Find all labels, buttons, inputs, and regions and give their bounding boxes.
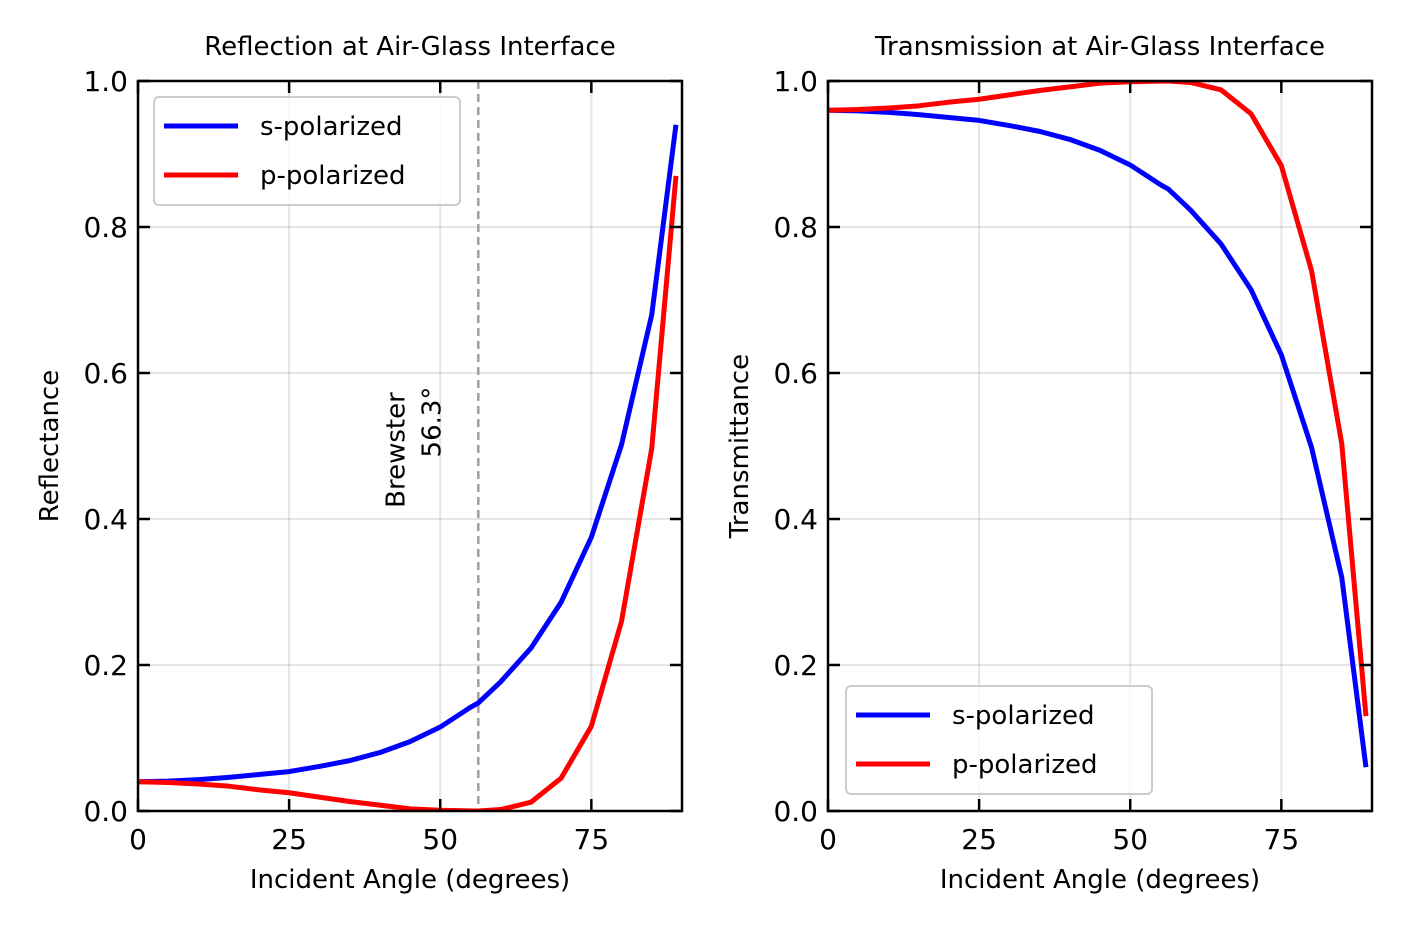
x-tick-label: 0 <box>129 823 147 856</box>
y-tick-label: 0.2 <box>83 649 128 682</box>
x-tick-label: 25 <box>961 823 997 856</box>
chart-title: Transmission at Air-Glass Interface <box>874 32 1325 62</box>
brewster-label: Brewster <box>381 392 411 508</box>
legend-label-p-polarized: p-polarized <box>952 750 1098 780</box>
x-tick-label: 75 <box>1264 823 1300 856</box>
x-tick-label: 25 <box>271 823 307 856</box>
plot-frame <box>826 79 1374 813</box>
y-tick-label: 0.4 <box>83 503 128 536</box>
panel-reflection: 0 25 50 75 0.0 0.2 0.4 0.6 0.8 1.0 Reflection at A… <box>35 32 684 895</box>
legend: s-polarized p-polarized <box>153 96 461 206</box>
panel-transmission: 0 25 50 75 0.0 0.2 0.4 0.6 0.8 1.0 Transmission at… <box>725 32 1374 895</box>
x-tick-label: 0 <box>819 823 837 856</box>
x-tick-label: 50 <box>422 823 458 856</box>
x-tick-label: 75 <box>574 823 610 856</box>
series-lines <box>138 124 679 811</box>
y-tick-label: 1.0 <box>83 65 128 98</box>
legend-label-s-polarized: s-polarized <box>260 112 403 142</box>
legend-label-p-polarized: p-polarized <box>260 161 406 191</box>
x-axis-label: Incident Angle (degrees) <box>250 865 570 895</box>
y-tick-label: 0.6 <box>83 357 128 390</box>
legend: s-polarized p-polarized <box>845 685 1153 795</box>
series-lines <box>828 81 1369 768</box>
plot-frame <box>136 79 684 813</box>
y-tick-label: 0.8 <box>773 211 818 244</box>
series-line-s-polarized <box>828 107 1369 768</box>
y-tick-label: 0.0 <box>83 795 128 828</box>
legend-label-s-polarized: s-polarized <box>952 701 1095 731</box>
series-line-p-polarized <box>138 175 679 811</box>
y-tick-label: 0.8 <box>83 211 128 244</box>
x-axis-label: Incident Angle (degrees) <box>940 865 1260 895</box>
chart-title: Reflection at Air-Glass Interface <box>204 32 615 62</box>
series-line-s-polarized <box>138 124 679 785</box>
y-tick-label: 0.6 <box>773 357 818 390</box>
brewster-angle-label: 56.3° <box>417 387 447 458</box>
x-tick-label: 50 <box>1112 823 1148 856</box>
y-axis-label: Transmittance <box>725 354 755 539</box>
y-tick-label: 0.4 <box>773 503 818 536</box>
y-tick-label: 0.0 <box>773 795 818 828</box>
series-line-p-polarized <box>828 81 1369 717</box>
y-axis-label: Reflectance <box>35 370 65 522</box>
y-tick-label: 0.2 <box>773 649 818 682</box>
y-tick-label: 1.0 <box>773 65 818 98</box>
